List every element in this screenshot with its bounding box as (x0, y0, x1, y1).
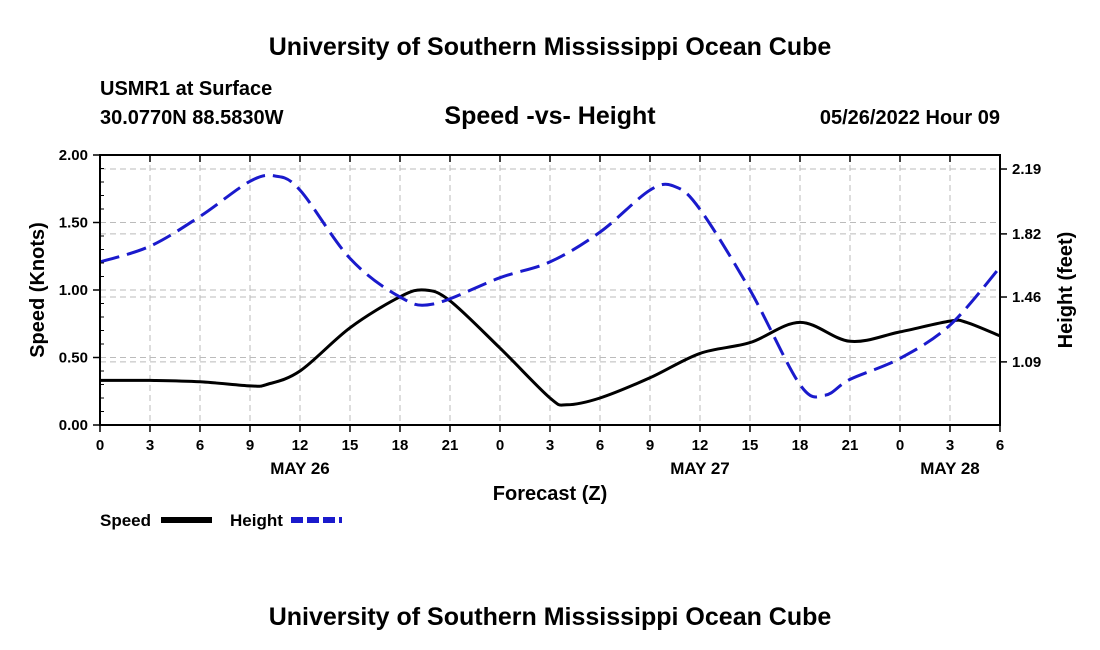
location-label: 30.0770N 88.5830W (100, 107, 284, 129)
legend: Speed Height (100, 511, 342, 530)
series-line-height (99, 173, 1002, 399)
x-tick-label: 18 (792, 437, 809, 454)
header-title: University of Southern Mississippi Ocean… (269, 33, 832, 61)
y-axis-label-right: Height (feet) (1055, 232, 1077, 349)
x-tick-label: 15 (742, 437, 759, 454)
y-tick-label-right: 1.82 (1012, 226, 1041, 243)
legend-speed-label: Speed (100, 511, 151, 530)
station-label: USMR1 at Surface (100, 78, 272, 100)
chart-title: Speed -vs- Height (444, 102, 656, 130)
x-tick-label: 9 (246, 437, 254, 454)
date-label: MAY 27 (670, 459, 730, 478)
date-label: MAY 28 (920, 459, 980, 478)
y-tick-label-right: 1.46 (1012, 289, 1041, 306)
y-tick-label-left: 1.00 (59, 282, 88, 299)
series-line-speed (99, 288, 1001, 407)
x-tick-label: 6 (596, 437, 604, 454)
x-tick-label: 3 (546, 437, 554, 454)
axis-tick-labels: 0 3 6 9 12 15 18 21 0 3 6 9 12 15 18 21 0 3 6 MAY 26 MAY 27 M… (59, 147, 1041, 478)
footer-title: University of Southern Mississippi Ocean… (269, 603, 832, 631)
series-layer (99, 173, 1002, 407)
x-tick-label: 18 (392, 437, 409, 454)
date-label: MAY 26 (270, 459, 330, 478)
x-tick-label: 6 (996, 437, 1004, 454)
x-tick-label: 6 (196, 437, 204, 454)
y-tick-label-left: 0.00 (59, 417, 88, 434)
y-tick-label-left: 2.00 (59, 147, 88, 164)
x-tick-label: 3 (946, 437, 954, 454)
y-axis-label-left: Speed (Knots) (27, 222, 49, 358)
x-tick-label: 12 (692, 437, 709, 454)
x-tick-label: 3 (146, 437, 154, 454)
y-tick-label-left: 0.50 (59, 350, 88, 367)
x-tick-label: 0 (96, 437, 104, 454)
y-tick-label-left: 1.50 (59, 215, 88, 232)
x-tick-label: 0 (896, 437, 904, 454)
x-tick-label: 21 (442, 437, 459, 454)
x-tick-label: 0 (496, 437, 504, 454)
y-tick-label-right: 2.19 (1012, 161, 1041, 178)
x-tick-label: 9 (646, 437, 654, 454)
y-tick-label-right: 1.09 (1012, 354, 1041, 371)
x-axis-label: Forecast (Z) (493, 483, 607, 505)
axis-ticks (93, 154, 1007, 432)
x-tick-label: 12 (292, 437, 309, 454)
timestamp-label: 05/26/2022 Hour 09 (820, 107, 1000, 129)
legend-height-label: Height (230, 511, 283, 530)
x-tick-label: 21 (842, 437, 859, 454)
x-tick-label: 15 (342, 437, 359, 454)
